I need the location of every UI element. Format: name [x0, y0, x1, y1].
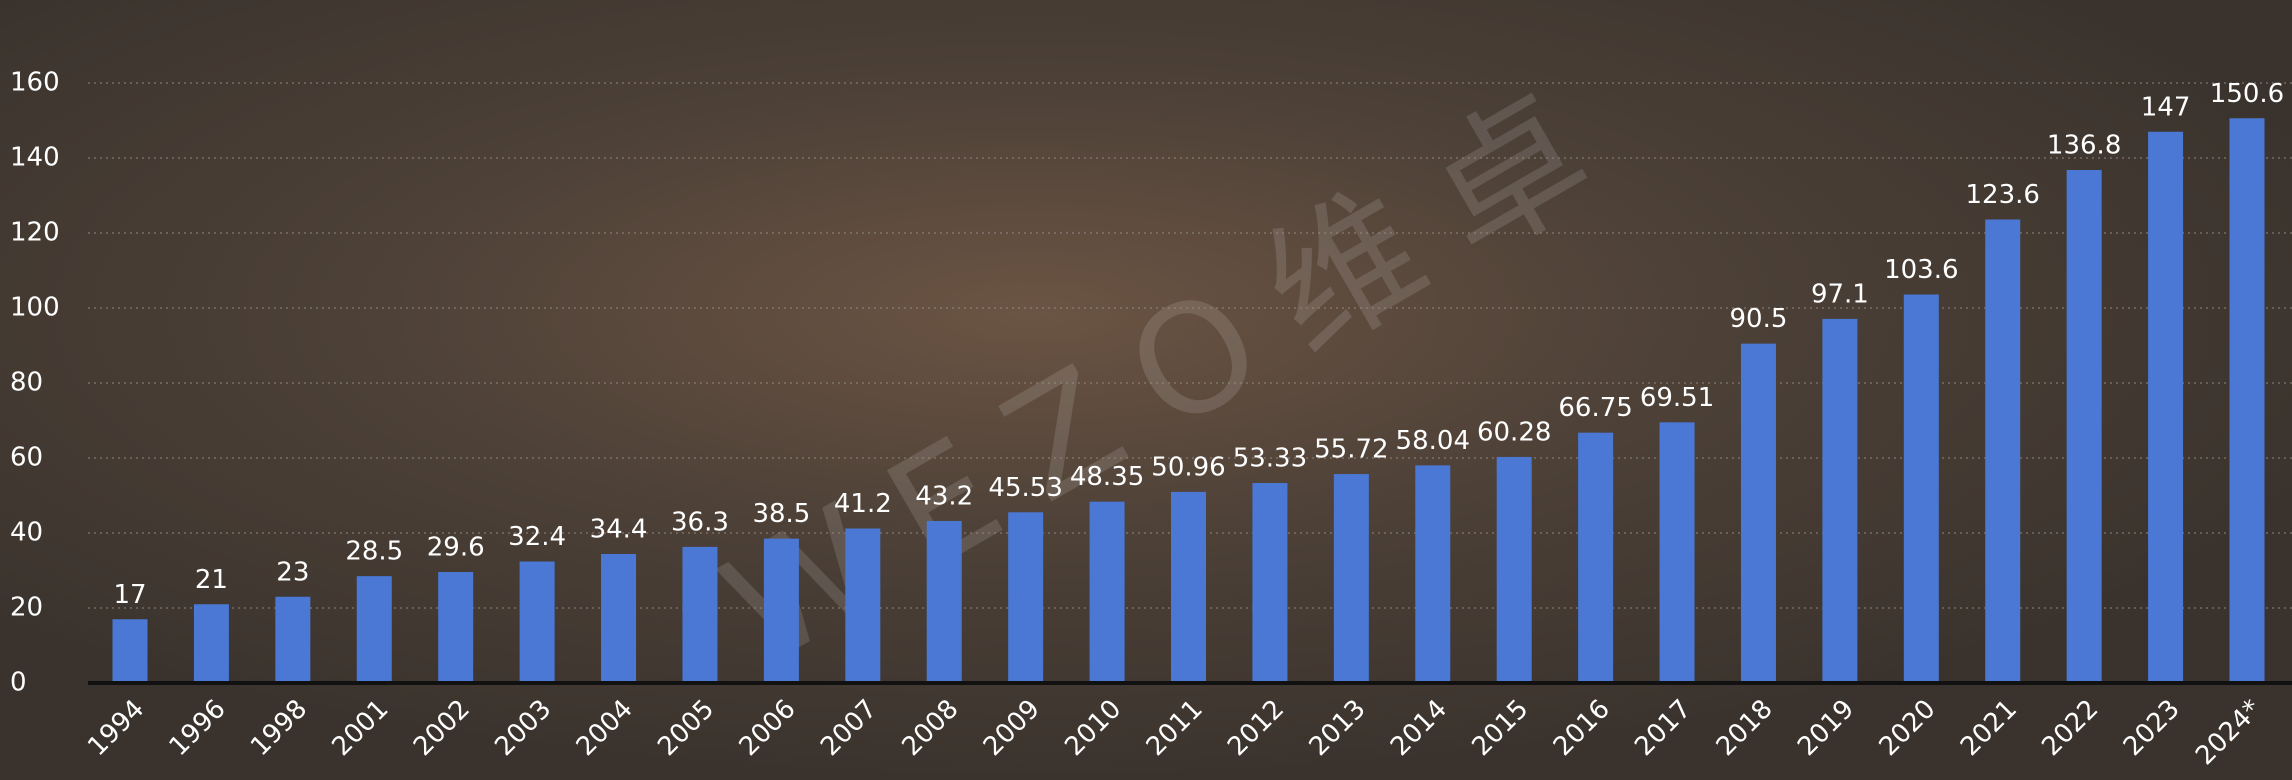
y-tick-label: 160 — [10, 68, 60, 98]
data-label: 32.4 — [508, 522, 566, 552]
bar — [845, 528, 881, 683]
data-label: 34.4 — [590, 515, 648, 545]
bar — [1903, 294, 1939, 683]
y-tick-label: 80 — [10, 368, 43, 398]
y-tick-label: 40 — [10, 518, 43, 548]
bar — [1985, 219, 2021, 683]
bar — [112, 619, 148, 683]
data-label: 38.5 — [752, 499, 810, 529]
bar — [519, 561, 555, 683]
bar — [1008, 512, 1044, 683]
y-tick-label: 120 — [10, 218, 60, 248]
bar — [1822, 318, 1858, 683]
data-label: 103.6 — [1884, 255, 1958, 285]
bar — [1415, 465, 1451, 683]
data-label: 36.3 — [671, 507, 729, 537]
bar — [2148, 131, 2184, 683]
bar — [193, 604, 229, 683]
bar — [1089, 501, 1125, 683]
bar — [763, 538, 799, 683]
bar — [275, 596, 311, 683]
data-label: 60.28 — [1477, 417, 1551, 447]
data-label: 21 — [195, 565, 228, 595]
y-tick-label: 100 — [10, 293, 60, 323]
data-label: 147 — [2141, 92, 2191, 122]
data-label: 150.6 — [2210, 79, 2284, 109]
data-label: 123.6 — [1966, 180, 2040, 210]
bar — [926, 521, 962, 683]
data-label: 136.8 — [2047, 131, 2121, 161]
bar — [1333, 474, 1369, 683]
data-label: 97.1 — [1811, 279, 1869, 309]
data-label: 50.96 — [1151, 452, 1225, 482]
data-label: 28.5 — [345, 537, 403, 567]
bar — [356, 576, 392, 683]
bar — [1496, 456, 1532, 683]
data-label: 66.75 — [1558, 393, 1632, 423]
bar — [1740, 343, 1776, 683]
data-label: 23 — [276, 557, 309, 587]
y-tick-label: 0 — [10, 668, 27, 698]
bar — [1171, 491, 1206, 683]
data-label: 43.2 — [915, 482, 973, 512]
data-label: 48.35 — [1070, 462, 1144, 492]
data-label: 29.6 — [427, 533, 485, 563]
data-label: 69.51 — [1640, 383, 1714, 413]
bar — [1578, 432, 1614, 683]
y-tick-label: 20 — [10, 593, 43, 623]
data-label: 58.04 — [1396, 426, 1470, 456]
bar — [1659, 422, 1695, 683]
y-tick-label: 140 — [10, 143, 60, 173]
y-tick-label: 60 — [10, 443, 43, 473]
bar — [2066, 170, 2102, 683]
bar — [438, 572, 474, 683]
data-label: 17 — [113, 580, 146, 610]
bar — [2229, 118, 2265, 683]
data-label: 55.72 — [1314, 435, 1388, 465]
data-label: 90.5 — [1730, 304, 1788, 334]
data-label: 53.33 — [1233, 444, 1307, 474]
bar — [1252, 483, 1288, 683]
data-label: 41.2 — [834, 489, 892, 519]
data-label: 45.53 — [988, 473, 1062, 503]
bar — [601, 554, 637, 683]
bar — [682, 546, 718, 683]
